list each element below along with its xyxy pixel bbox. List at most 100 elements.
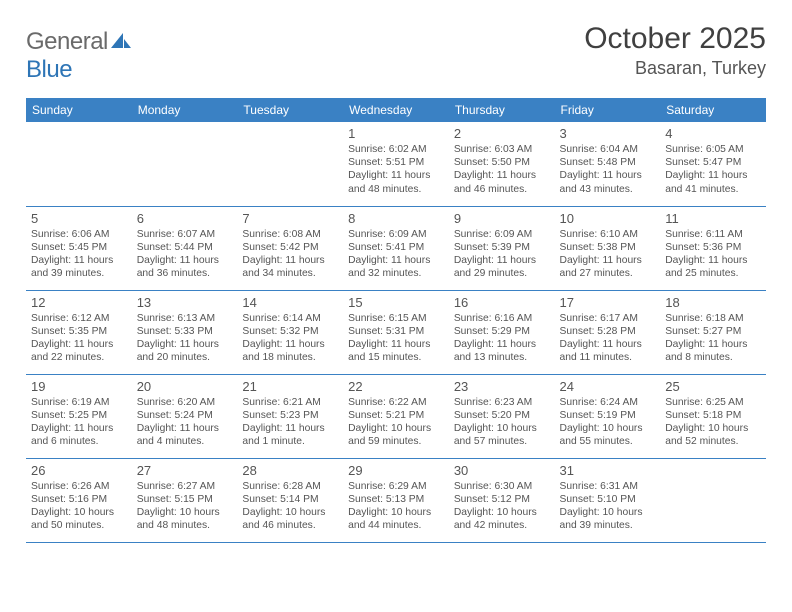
calendar-week-row: 12 Sunrise: 6:12 AMSunset: 5:35 PMDayligh… [26,290,766,374]
sunset-text: Sunset: 5:47 PM [665,156,761,169]
day-details: Sunrise: 6:29 AMSunset: 5:13 PMDaylight:… [348,480,444,533]
day-number: 19 [31,379,127,394]
sunrise-text: Sunrise: 6:26 AM [31,480,127,493]
daylight-text: Daylight: 10 hours [560,506,656,519]
sunrise-text: Sunrise: 6:24 AM [560,396,656,409]
day-details: Sunrise: 6:24 AMSunset: 5:19 PMDaylight:… [560,396,656,449]
day-details: Sunrise: 6:12 AMSunset: 5:35 PMDaylight:… [31,312,127,365]
day-number: 12 [31,295,127,310]
daylight-text2: and 50 minutes. [31,519,127,532]
sunset-text: Sunset: 5:16 PM [31,493,127,506]
calendar-day-cell: 15Sunrise: 6:15 AMSunset: 5:31 PMDayligh… [343,290,449,374]
calendar-day-cell: 16Sunrise: 6:16 AMSunset: 5:29 PMDayligh… [449,290,555,374]
daylight-text2: and 39 minutes. [560,519,656,532]
daylight-text: Daylight: 10 hours [665,422,761,435]
day-number: 30 [454,463,550,478]
daylight-text2: and 27 minutes. [560,267,656,280]
sunrise-text: Sunrise: 6:10 AM [560,228,656,241]
daylight-text: Daylight: 11 hours [454,338,550,351]
day-number: 25 [665,379,761,394]
calendar-day-cell: 11Sunrise: 6:11 AMSunset: 5:36 PMDayligh… [660,206,766,290]
sunrise-text: Sunrise: 6:27 AM [137,480,233,493]
sunset-text: Sunset: 5:28 PM [560,325,656,338]
day-details: Sunrise: 6:13 AMSunset: 5:33 PMDaylight:… [137,312,233,365]
daylight-text2: and 48 minutes. [137,519,233,532]
calendar-day-cell: 21Sunrise: 6:21 AMSunset: 5:23 PMDayligh… [237,374,343,458]
day-details: Sunrise: 6:21 AMSunset: 5:23 PMDaylight:… [242,396,338,449]
day-details: Sunrise: 6:08 AMSunset: 5:42 PMDaylight:… [242,228,338,281]
calendar-day-cell: 18Sunrise: 6:18 AMSunset: 5:27 PMDayligh… [660,290,766,374]
sunset-text: Sunset: 5:33 PM [137,325,233,338]
sunrise-text: Sunrise: 6:28 AM [242,480,338,493]
daylight-text2: and 20 minutes. [137,351,233,364]
day-number: 26 [31,463,127,478]
day-number: 1 [348,126,444,141]
day-details: Sunrise: 6:18 AMSunset: 5:27 PMDaylight:… [665,312,761,365]
day-details: Sunrise: 6:25 AMSunset: 5:18 PMDaylight:… [665,396,761,449]
sunset-text: Sunset: 5:15 PM [137,493,233,506]
sunset-text: Sunset: 5:29 PM [454,325,550,338]
day-details: Sunrise: 6:09 AMSunset: 5:39 PMDaylight:… [454,228,550,281]
day-details: Sunrise: 6:23 AMSunset: 5:20 PMDaylight:… [454,396,550,449]
sunset-text: Sunset: 5:42 PM [242,241,338,254]
sunrise-text: Sunrise: 6:30 AM [454,480,550,493]
daylight-text2: and 25 minutes. [665,267,761,280]
day-details: Sunrise: 6:10 AMSunset: 5:38 PMDaylight:… [560,228,656,281]
daylight-text: Daylight: 11 hours [454,169,550,182]
daylight-text: Daylight: 10 hours [242,506,338,519]
calendar-day-cell: 8Sunrise: 6:09 AMSunset: 5:41 PMDaylight… [343,206,449,290]
sunset-text: Sunset: 5:10 PM [560,493,656,506]
sunset-text: Sunset: 5:25 PM [31,409,127,422]
day-number: 24 [560,379,656,394]
day-details: Sunrise: 6:04 AMSunset: 5:48 PMDaylight:… [560,143,656,196]
daylight-text: Daylight: 11 hours [137,422,233,435]
calendar-day-cell [26,122,132,206]
day-number: 28 [242,463,338,478]
sunrise-text: Sunrise: 6:07 AM [137,228,233,241]
day-number: 9 [454,211,550,226]
sunset-text: Sunset: 5:36 PM [665,241,761,254]
daylight-text: Daylight: 11 hours [31,422,127,435]
sunrise-text: Sunrise: 6:25 AM [665,396,761,409]
sunrise-text: Sunrise: 6:21 AM [242,396,338,409]
day-details: Sunrise: 6:06 AMSunset: 5:45 PMDaylight:… [31,228,127,281]
logo-sail-icon [110,28,132,56]
sunrise-text: Sunrise: 6:03 AM [454,143,550,156]
day-number: 8 [348,211,444,226]
daylight-text: Daylight: 11 hours [560,169,656,182]
daylight-text2: and 1 minute. [242,435,338,448]
day-number: 22 [348,379,444,394]
sunrise-text: Sunrise: 6:31 AM [560,480,656,493]
calendar-day-cell: 9 Sunrise: 6:09 AMSunset: 5:39 PMDaylight… [449,206,555,290]
sunrise-text: Sunrise: 6:29 AM [348,480,444,493]
sunset-text: Sunset: 5:44 PM [137,241,233,254]
day-details: Sunrise: 6:31 AMSunset: 5:10 PMDaylight:… [560,480,656,533]
calendar-day-cell: 2Sunrise: 6:03 AMSunset: 5:50 PMDaylight… [449,122,555,206]
calendar-table: Sunday Monday Tuesday Wednesday Thursday… [26,98,766,543]
daylight-text: Daylight: 10 hours [560,422,656,435]
sunset-text: Sunset: 5:48 PM [560,156,656,169]
weekday-header: Thursday [449,98,555,122]
daylight-text2: and 46 minutes. [242,519,338,532]
day-details: Sunrise: 6:16 AMSunset: 5:29 PMDaylight:… [454,312,550,365]
daylight-text2: and 59 minutes. [348,435,444,448]
sunrise-text: Sunrise: 6:11 AM [665,228,761,241]
calendar-day-cell: 14Sunrise: 6:14 AMSunset: 5:32 PMDayligh… [237,290,343,374]
calendar-day-cell: 4Sunrise: 6:05 AMSunset: 5:47 PMDaylight… [660,122,766,206]
day-details: Sunrise: 6:27 AMSunset: 5:15 PMDaylight:… [137,480,233,533]
daylight-text: Daylight: 11 hours [348,338,444,351]
sunset-text: Sunset: 5:50 PM [454,156,550,169]
calendar-day-cell: 24 Sunrise: 6:24 AMSunset: 5:19 PMDayligh… [555,374,661,458]
day-number: 13 [137,295,233,310]
day-number: 14 [242,295,338,310]
day-number: 31 [560,463,656,478]
daylight-text2: and 34 minutes. [242,267,338,280]
sunrise-text: Sunrise: 6:06 AM [31,228,127,241]
daylight-text: Daylight: 11 hours [31,338,127,351]
daylight-text: Daylight: 11 hours [242,422,338,435]
calendar-day-cell: 28Sunrise: 6:28 AMSunset: 5:14 PMDayligh… [237,458,343,542]
daylight-text: Daylight: 11 hours [31,254,127,267]
daylight-text2: and 4 minutes. [137,435,233,448]
calendar-day-cell: 3 Sunrise: 6:04 AMSunset: 5:48 PMDaylight… [555,122,661,206]
day-number: 3 [560,126,656,141]
